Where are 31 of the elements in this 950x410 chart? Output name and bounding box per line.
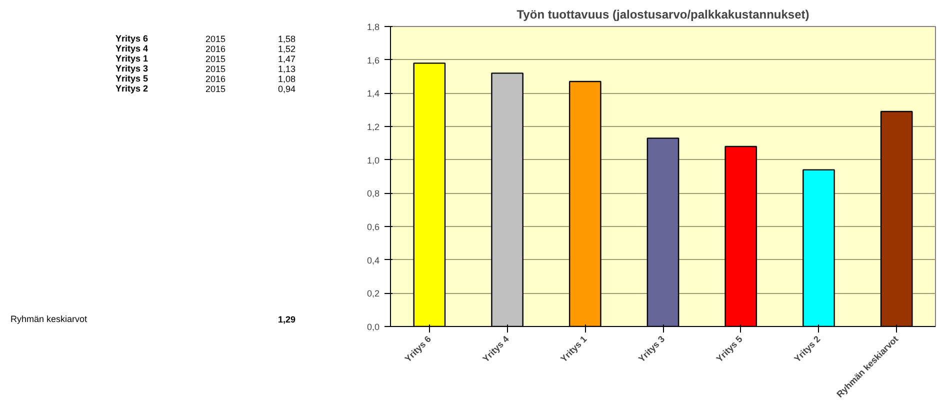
category-label: Yritys 4: [116, 43, 148, 54]
y-tick-label: 1,8: [366, 22, 380, 32]
category-label: Yritys 6: [116, 33, 148, 44]
y-tick-label: 0,2: [366, 288, 380, 299]
text: 1,58: [278, 34, 296, 44]
y-tick-label: 1,6: [366, 55, 380, 66]
y-tick-label: 0,4: [366, 255, 380, 266]
y-tick-label: 0,0: [366, 322, 380, 332]
y-tick-label: 1,2: [366, 122, 380, 132]
text: 1,29: [278, 314, 296, 324]
text: 0,94: [278, 84, 296, 94]
y-tick-label: 1,0: [366, 155, 380, 166]
y-tick-label: 0,6: [366, 222, 380, 232]
y-tick-label: 1,4: [366, 88, 380, 99]
text: 2015: [206, 84, 226, 94]
category-label: Yritys 5: [116, 74, 148, 84]
category-label: Yritys 1: [116, 53, 148, 64]
chart-title: Työn tuottavuus (jalostusarvo/palkkakustannukset): [516, 8, 810, 22]
text: 2016: [206, 74, 226, 84]
text: 2015: [206, 34, 226, 44]
y-tick-label: 0,8: [366, 188, 380, 199]
text: 1,13: [278, 64, 296, 74]
category-label: Yritys 2: [116, 84, 148, 94]
category-label: Ryhmän keskiarvot: [10, 314, 88, 324]
text: 1,52: [278, 44, 296, 54]
text: 2015: [206, 54, 226, 64]
text: 1,08: [278, 74, 296, 84]
category-label: Yritys 3: [116, 64, 148, 74]
text: 2015: [206, 64, 226, 74]
text: 1,47: [278, 54, 296, 64]
text: 2016: [206, 44, 226, 54]
